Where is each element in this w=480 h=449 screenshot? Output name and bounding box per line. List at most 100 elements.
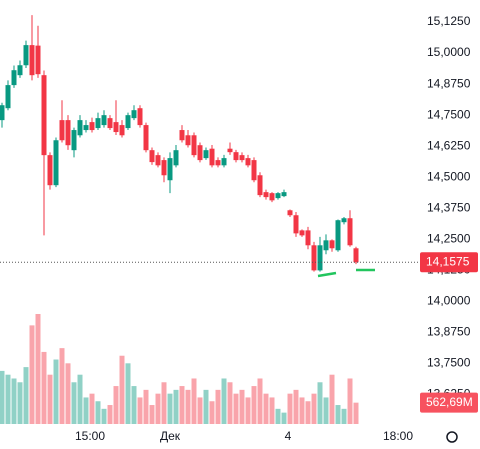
y-tick-label: 14,5000 — [427, 169, 471, 183]
volume-bar — [347, 378, 353, 424]
x-tick-label: 15:00 — [75, 429, 105, 443]
y-tick-label: 14,8750 — [427, 76, 471, 90]
volume-bar — [95, 401, 101, 424]
volume-bar — [275, 408, 281, 424]
candle-body — [335, 220, 341, 251]
volume-label: 562,69M — [426, 395, 473, 409]
volume-bar — [245, 397, 251, 424]
candle-body — [263, 192, 269, 198]
candle-body — [239, 155, 245, 161]
candle-body — [209, 148, 215, 166]
candle-body — [353, 248, 359, 263]
candle-body — [5, 85, 11, 109]
volume-bar — [293, 389, 299, 424]
x-tick-label: 4 — [285, 429, 292, 443]
volume-bar — [317, 382, 323, 424]
settings-icon[interactable] — [446, 431, 458, 443]
candle-body — [215, 160, 221, 166]
candle-body — [167, 158, 173, 181]
candle-body — [89, 122, 95, 131]
volume-bar — [353, 402, 359, 424]
volume-bar — [137, 397, 143, 424]
candle-body — [101, 115, 107, 126]
candle-body — [125, 115, 131, 129]
volume-bar — [11, 378, 17, 424]
x-tick-label: 18:00 — [383, 429, 413, 443]
candle-body — [275, 193, 281, 199]
candle-body — [245, 158, 251, 166]
candle-body — [119, 125, 125, 136]
volume-bar — [23, 367, 29, 424]
volume-bar — [149, 405, 155, 424]
volume-bar — [203, 389, 209, 424]
candle-body — [173, 150, 179, 166]
candle-body — [305, 230, 311, 246]
candle-body — [185, 135, 191, 146]
candle-body — [149, 150, 155, 163]
y-tick-label: 13,7500 — [427, 356, 471, 370]
volume-bar — [269, 397, 275, 424]
volume-bar — [101, 408, 107, 424]
candle-body — [347, 218, 353, 246]
volume-bar — [227, 382, 233, 424]
candle-body — [113, 122, 119, 133]
candle-body — [299, 230, 305, 236]
volume-bar — [65, 363, 71, 424]
volume-bar — [191, 378, 197, 424]
candle-body — [59, 120, 65, 141]
candle-body — [65, 120, 71, 146]
volume-bar — [107, 405, 113, 424]
candle-body — [17, 65, 23, 76]
candle-body — [95, 118, 101, 129]
y-tick-label: 14,3750 — [427, 200, 471, 214]
volume-bar — [41, 351, 47, 424]
candle-body — [191, 135, 197, 156]
volume-bar — [131, 386, 137, 424]
volume-bar — [0, 370, 5, 424]
candle-body — [287, 210, 293, 216]
candle-body — [257, 175, 263, 196]
y-tick-label: 15,0000 — [427, 45, 471, 59]
candle-body — [179, 130, 185, 141]
candle-body — [329, 240, 335, 249]
candle-body — [161, 160, 167, 176]
drawing — [317, 271, 337, 278]
volume-bar — [5, 374, 11, 424]
volume-bar — [119, 355, 125, 424]
candle-body — [251, 160, 257, 181]
volume-bar — [323, 397, 329, 424]
volume-bar — [167, 393, 173, 424]
volume-bar — [233, 393, 239, 424]
volume-bar — [143, 389, 149, 424]
candle-body — [203, 150, 209, 159]
volume-bar — [251, 386, 257, 424]
candle-body — [281, 192, 287, 197]
volume-bar — [113, 386, 119, 424]
volume-bar — [89, 393, 95, 424]
volume-bar — [341, 408, 347, 424]
y-tick-label: 13,8750 — [427, 325, 471, 339]
y-tick-label: 14,2500 — [427, 232, 471, 246]
volume-bar — [281, 412, 287, 424]
volume-bar — [185, 389, 191, 424]
volume-bar — [125, 363, 131, 424]
candle-body — [311, 245, 317, 271]
volume-bar — [179, 386, 185, 424]
y-tick-label: 14,6250 — [427, 138, 471, 152]
volume-bar — [35, 314, 41, 424]
volume-bar — [305, 401, 311, 424]
candle-body — [35, 45, 41, 75]
volume-bar — [77, 374, 83, 424]
candle-body — [341, 218, 347, 223]
volume-bar — [335, 405, 341, 424]
volume-bar — [83, 397, 89, 424]
candle-body — [317, 245, 323, 271]
volume-bar — [263, 393, 269, 424]
y-tick-label: 14,0000 — [427, 294, 471, 308]
candle-body — [53, 140, 59, 186]
volume-bar — [161, 382, 167, 424]
candle-body — [41, 75, 47, 156]
candle-body — [227, 148, 233, 153]
volume-bar — [59, 348, 65, 424]
